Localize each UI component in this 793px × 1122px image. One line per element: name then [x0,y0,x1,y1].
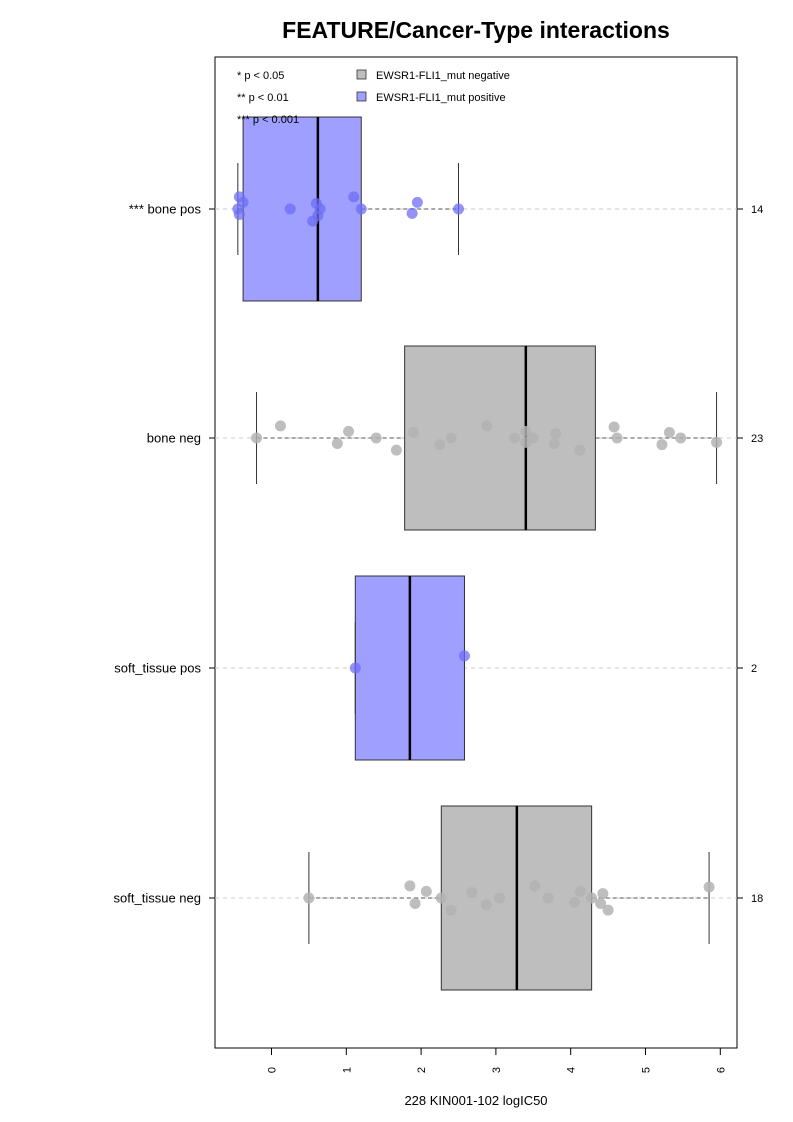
data-point [509,432,521,444]
count-label: 14 [751,204,763,216]
data-point [602,904,614,916]
data-point [675,432,687,444]
data-point [542,892,554,904]
data-point [550,428,562,440]
data-point [251,432,263,444]
data-point [343,425,355,437]
data-point [529,880,541,892]
data-point [595,898,607,909]
count-label: 2 [751,663,757,675]
data-point [233,209,245,220]
data-point [548,438,560,449]
data-point [237,196,249,208]
point-layer [232,191,723,916]
count-label: 18 [751,893,763,905]
data-point [355,203,367,215]
data-point [711,436,723,448]
data-point [527,432,539,444]
data-point [494,892,506,904]
data-point [445,432,457,444]
data-point [404,880,416,892]
category-label-layer: *** bone pos 14 bone neg 23 soft_tissue pos 2… [114,202,764,906]
data-point [348,191,360,203]
data-point [434,439,446,451]
data-point [481,420,493,432]
category-label: *** bone pos [129,202,202,217]
box [404,345,596,531]
box [242,116,362,302]
legend-label: EWSR1-FLI1_mut negative [376,70,510,82]
data-point [284,203,296,215]
data-point [520,425,532,437]
data-point [568,896,580,908]
x-tick-label: 3 [491,1067,503,1073]
data-point [611,432,623,444]
data-point [331,438,343,449]
data-point [303,892,315,904]
data-point [574,885,586,897]
data-point [445,904,457,916]
data-point [597,888,609,900]
x-tick-label: 4 [566,1067,578,1073]
x-tick-label: 6 [715,1067,727,1073]
data-point [656,439,668,451]
data-point [663,427,675,438]
significance-legend-text: * p < 0.05 [237,70,284,82]
grid-layer [215,208,737,899]
data-point [274,420,286,432]
data-point [703,881,715,893]
legend-swatch [356,69,367,80]
data-point [466,887,478,898]
category-label: soft_tissue neg [114,891,201,906]
data-point [409,898,421,909]
data-point [458,650,470,662]
data-point [420,885,432,897]
data-point [406,207,418,219]
data-point [408,427,420,438]
x-tick-label: 1 [341,1067,353,1073]
data-point [370,432,382,444]
chart-title: FEATURE/Cancer-Type interactions [282,17,670,43]
data-point [586,892,598,904]
category-label: soft_tissue pos [114,661,201,676]
x-axis: 0 1 2 3 4 5 6 [267,1047,727,1073]
x-tick-label: 2 [416,1067,428,1073]
x-axis-label: 228 KIN001-102 logIC50 [404,1093,547,1108]
data-point [480,899,492,911]
legend-label: EWSR1-FLI1_mut positive [376,92,506,104]
box-layer [237,116,718,991]
data-point [314,203,326,215]
x-tick-label: 0 [267,1067,279,1073]
data-point [608,421,620,433]
data-point [435,892,447,904]
category-label: bone neg [147,431,201,446]
significance-legend-text: ** p < 0.01 [237,92,289,104]
data-point [574,444,586,456]
x-tick-label: 5 [641,1067,653,1073]
legend: * p < 0.05 ** p < 0.01 *** p < 0.001 EWSR1-… [237,69,510,126]
legend-swatch [356,91,367,102]
data-point [453,203,464,215]
count-label: 23 [751,433,763,445]
data-point [349,662,361,674]
data-point [411,196,423,208]
significance-legend-text: *** p < 0.001 [237,114,299,126]
data-point [390,444,402,456]
